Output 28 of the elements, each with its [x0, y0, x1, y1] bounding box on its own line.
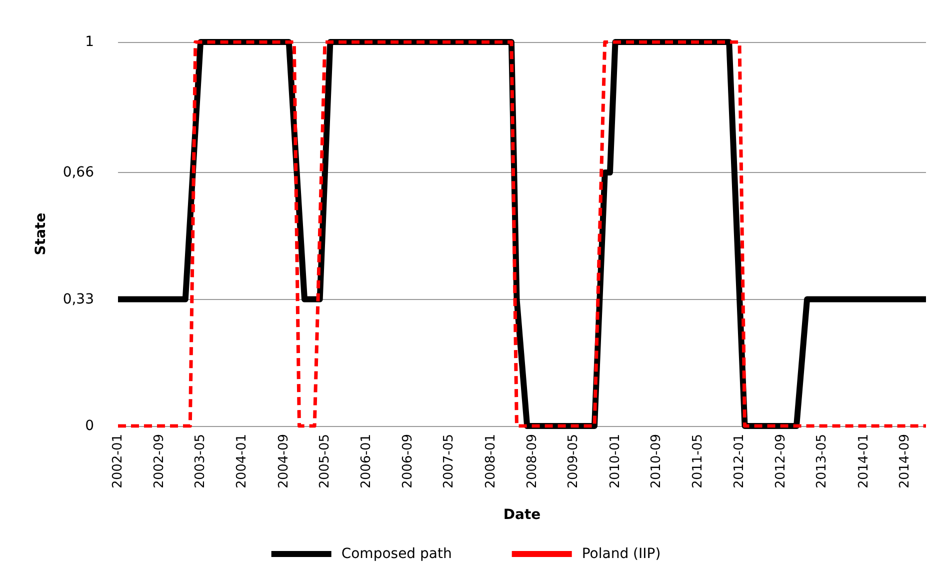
x-tick-label: 2004-09	[276, 434, 292, 488]
x-tick-label: 2013-05	[814, 434, 830, 488]
x-tick-label: 2011-05	[690, 434, 706, 488]
x-tick-label: 2014-01	[856, 434, 872, 488]
x-tick-label: 2010-01	[608, 434, 623, 488]
x-tick-label: 2002-09	[152, 434, 167, 488]
x-tick-label: 2009-05	[566, 434, 582, 488]
y-tick-label: 1	[85, 34, 94, 50]
x-tick-label: 2005-05	[317, 434, 332, 488]
x-tick-label: 2008-09	[524, 434, 540, 488]
x-tick-label: 2004-01	[234, 434, 250, 488]
x-tick-label: 2003-05	[193, 434, 208, 488]
x-tick-label: 2010-09	[649, 434, 664, 488]
x-tick-label: 2002-01	[110, 434, 126, 488]
y-tick-label: 0,66	[62, 164, 94, 181]
x-tick-label: 2012-01	[732, 434, 747, 488]
x-tick-label: 2014-09	[898, 434, 913, 488]
y-tick-label: 0,33	[62, 291, 94, 308]
x-tick-label: 2007-05	[442, 434, 457, 488]
x-tick-label: 2006-09	[400, 434, 416, 488]
x-axis-title: Date	[503, 507, 541, 523]
legend-label: Poland (IIP)	[582, 546, 661, 562]
x-tick-label: 2006-01	[359, 434, 374, 488]
x-tick-label: 2008-01	[483, 434, 498, 488]
y-axis-title: State	[33, 212, 49, 256]
x-tick-label: 2012-09	[774, 434, 789, 488]
y-tick-label: 0	[85, 418, 94, 434]
legend-label: Composed path	[341, 546, 452, 562]
